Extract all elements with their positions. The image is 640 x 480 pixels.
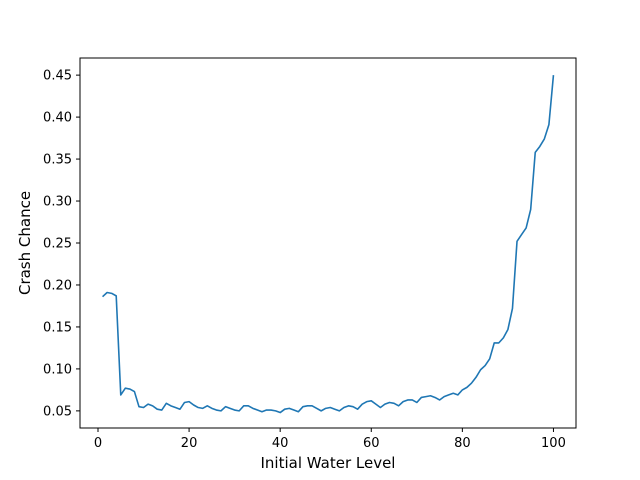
x-tick-label: 20 bbox=[181, 436, 198, 451]
y-tick-label: 0.45 bbox=[43, 69, 72, 84]
x-tick-label: 60 bbox=[363, 436, 380, 451]
x-axis-ticks: 0 20 40 60 80 100 bbox=[94, 428, 566, 451]
x-tick-label: 100 bbox=[541, 436, 566, 451]
y-tick-label: 0.20 bbox=[43, 278, 72, 293]
x-tick-label: 80 bbox=[454, 436, 471, 451]
x-tick-label: 0 bbox=[94, 436, 102, 451]
y-tick-label: 0.25 bbox=[43, 237, 72, 252]
y-axis-ticks: 0.05 0.10 0.15 0.20 0.25 0.30 0.35 0.40 0.45 bbox=[43, 69, 80, 419]
plot-frame bbox=[79, 57, 577, 429]
x-tick-label: 40 bbox=[272, 436, 289, 451]
y-tick-label: 0.35 bbox=[43, 153, 72, 168]
plot-area bbox=[80, 58, 576, 428]
y-axis-label: Crash Chance bbox=[16, 191, 34, 295]
y-tick-label: 0.30 bbox=[43, 195, 72, 210]
x-axis-label: Initial Water Level bbox=[261, 454, 396, 472]
y-tick-label: 0.15 bbox=[43, 320, 72, 335]
series-line-0 bbox=[102, 75, 555, 414]
series-layer bbox=[102, 75, 555, 414]
y-tick-label: 0.40 bbox=[43, 111, 72, 126]
y-tick-label: 0.10 bbox=[43, 362, 72, 377]
y-tick-label: 0.05 bbox=[43, 404, 72, 419]
